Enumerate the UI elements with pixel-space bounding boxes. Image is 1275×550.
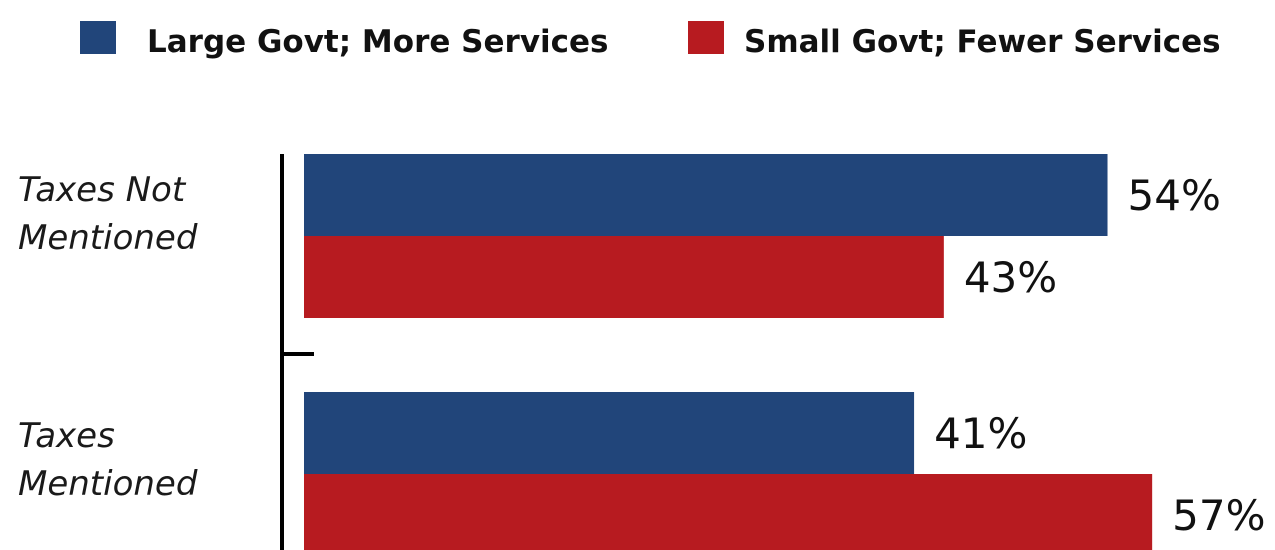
bar-taxes-not-mentioned-large-govt-more-services <box>304 154 1108 236</box>
category-label-line: Taxes <box>18 416 115 456</box>
value-label-taxes-not-mentioned-small-govt-fewer-services: 43% <box>964 253 1057 302</box>
category-label-line: Mentioned <box>18 464 198 504</box>
value-labels: 54% 43% 41% 57% <box>934 171 1265 540</box>
category-label-taxes-mentioned: Taxes Mentioned <box>18 416 198 504</box>
value-label-taxes-not-mentioned-large-govt-more-services: 54% <box>1128 171 1221 220</box>
value-label-taxes-mentioned-large-govt-more-services: 41% <box>934 409 1027 458</box>
legend-label-large-govt: Large Govt; More Services <box>147 24 609 60</box>
legend-swatch-small-govt <box>688 21 724 54</box>
category-axis <box>280 154 314 550</box>
legend-swatch-large-govt <box>80 21 116 54</box>
legend-label-small-govt: Small Govt; Fewer Services <box>744 24 1221 60</box>
category-label-taxes-not-mentioned: Taxes Not Mentioned <box>18 170 198 258</box>
category-label-line: Taxes Not <box>18 170 187 210</box>
bar-taxes-not-mentioned-small-govt-fewer-services <box>304 236 944 318</box>
category-label-line: Mentioned <box>18 218 198 258</box>
value-label-taxes-mentioned-small-govt-fewer-services: 57% <box>1172 491 1265 540</box>
bar-taxes-mentioned-small-govt-fewer-services <box>304 474 1153 550</box>
legend: Large Govt; More Services Small Govt; Fe… <box>80 21 1221 60</box>
category-labels: Taxes Not Mentioned Taxes Mentioned <box>18 170 198 504</box>
bars <box>304 154 1153 550</box>
bar-taxes-mentioned-large-govt-more-services <box>304 392 915 474</box>
